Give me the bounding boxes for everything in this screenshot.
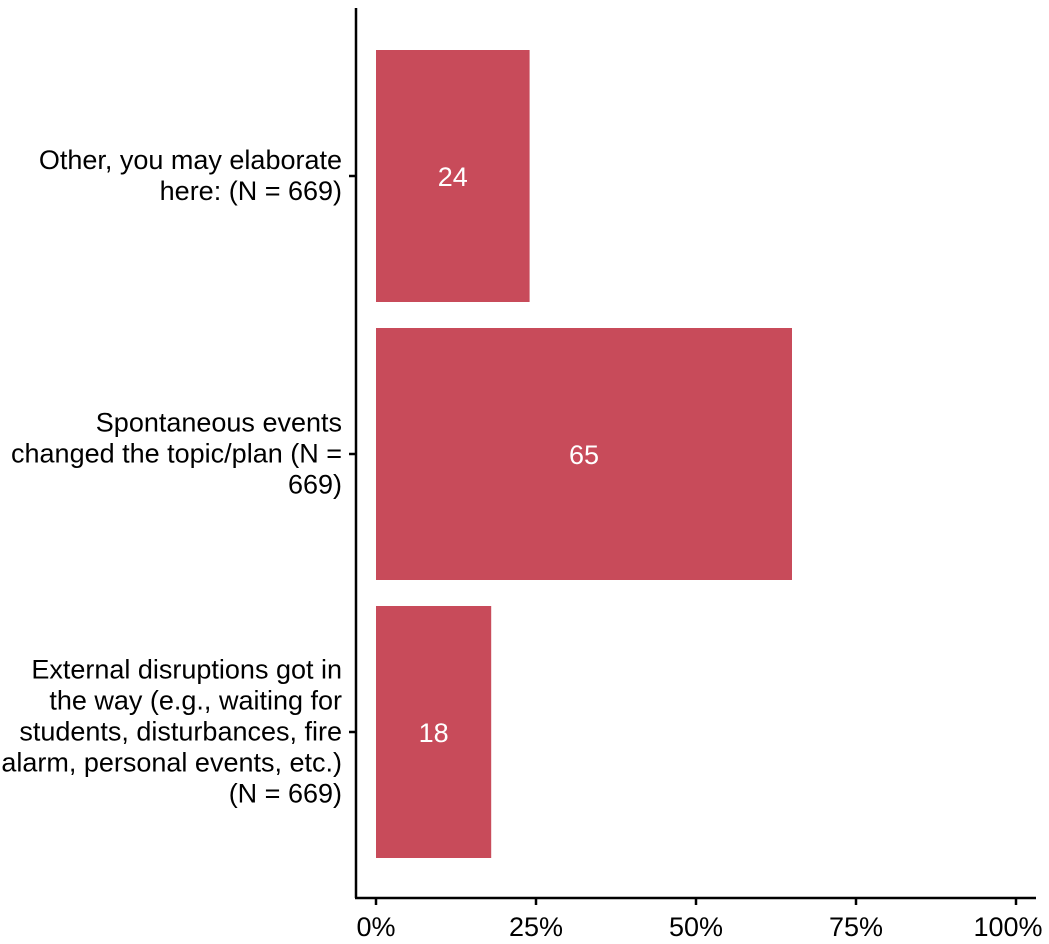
category-label: Spontaneous events changed the topic/pla…: [11, 407, 342, 500]
bar-value-label: 24: [438, 162, 468, 192]
bar: [376, 606, 492, 858]
y-axis-ticks: [349, 174, 356, 734]
x-tick-label: 100%: [973, 912, 1042, 942]
x-tick-label: 50%: [669, 912, 723, 942]
bars-layer: [376, 50, 792, 858]
x-tick-label: 75%: [829, 912, 883, 942]
x-axis-ticks: 0% 25% 50% 75% 100%: [356, 898, 1043, 942]
bar-value-label: 18: [419, 718, 449, 748]
x-tick-label: 0%: [356, 912, 395, 942]
bar-value-label: 65: [569, 440, 599, 470]
bar: [376, 50, 530, 302]
x-tick-label: 25%: [509, 912, 563, 942]
category-label: External disruptions got in the way (e.g…: [1, 654, 342, 809]
data-labels-layer: 24 65 18: [419, 162, 599, 748]
category-label: Other, you may elaborate here: (N = 669): [38, 145, 342, 206]
bar: [376, 328, 792, 580]
